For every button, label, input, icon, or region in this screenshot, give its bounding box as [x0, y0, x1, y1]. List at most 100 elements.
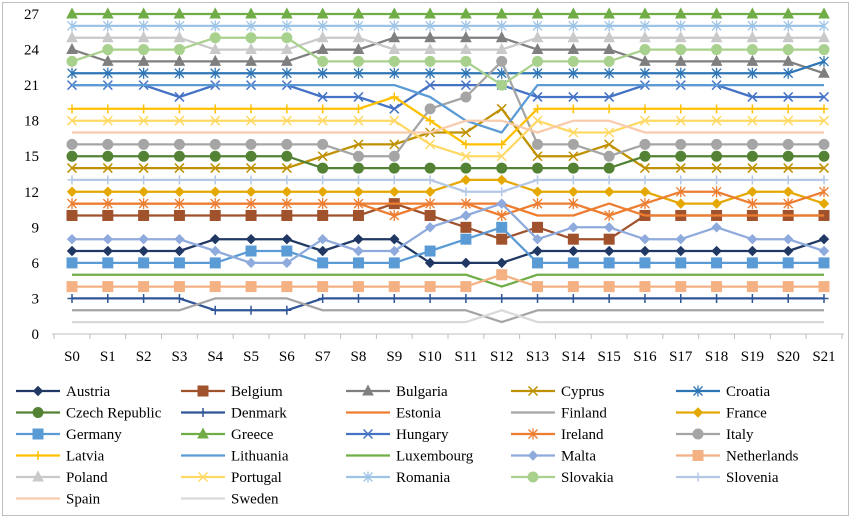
data-point-greece [388, 7, 401, 19]
series-layer [66, 7, 830, 324]
data-point-greece [746, 7, 759, 19]
legend-swatch-marker [32, 407, 44, 418]
data-point-greece [603, 7, 615, 19]
data-point-greece [460, 7, 472, 19]
data-point-italy [746, 138, 758, 150]
data-point-italy [138, 138, 150, 150]
data-point-romania [281, 20, 292, 32]
data-point-bulgaria [603, 42, 615, 55]
data-point-germany [209, 257, 221, 269]
data-point-slovenia [174, 175, 184, 185]
data-point-slovenia [425, 175, 435, 185]
data-point-poland [173, 31, 186, 43]
data-point-ireland [102, 198, 113, 210]
x-tick-label: S14 [562, 349, 586, 365]
data-point-hungary [460, 80, 471, 91]
data-point-poland [316, 31, 329, 43]
data-point-latvia [497, 139, 507, 149]
data-point-denmark [497, 293, 507, 303]
data-point-ireland [783, 198, 794, 210]
data-point-denmark [318, 293, 328, 303]
legend-swatch-marker [33, 451, 43, 460]
data-point-slovakia [711, 44, 723, 56]
data-point-poland [674, 31, 687, 43]
data-point-slovenia [747, 175, 757, 185]
data-point-greece [352, 7, 365, 19]
data-point-austria [460, 257, 472, 269]
legend-swatch-marker [198, 408, 208, 417]
data-point-poland [639, 31, 651, 43]
data-point-romania [102, 20, 113, 32]
series-italy [66, 55, 830, 162]
data-point-portugal [246, 115, 257, 126]
data-point-austria [317, 245, 328, 257]
series-denmark [67, 293, 829, 315]
data-point-germany [639, 257, 651, 269]
data-point-malta [747, 233, 758, 245]
data-point-netherlands [460, 281, 472, 293]
data-point-italy [317, 138, 329, 150]
data-point-denmark [246, 305, 256, 315]
data-point-germany [138, 257, 150, 269]
legend-swatch-marker [527, 450, 539, 461]
data-point-netherlands [281, 281, 293, 293]
legend-swatch-marker [527, 471, 539, 483]
legend-item-italy: Italy [676, 427, 754, 443]
data-point-slovakia [388, 55, 400, 67]
legend-swatch-marker [692, 407, 704, 418]
data-point-hungary [353, 91, 364, 102]
data-point-italy [388, 150, 400, 162]
data-point-bulgaria [209, 54, 222, 66]
data-point-poland [710, 31, 723, 43]
data-point-greece [710, 7, 723, 19]
data-point-slovenia [318, 175, 328, 185]
data-point-portugal [353, 115, 364, 126]
data-point-croatia [281, 67, 292, 79]
data-point-romania [210, 20, 221, 32]
data-point-malta [818, 245, 830, 257]
data-point-slovenia [604, 175, 614, 185]
y-tick-label: 9 [32, 220, 40, 236]
data-point-portugal [174, 115, 185, 126]
data-point-germany [173, 257, 185, 269]
data-point-poland [66, 31, 78, 43]
data-point-latvia [425, 116, 435, 126]
data-point-croatia [102, 67, 113, 79]
data-point-czech-republic [567, 162, 579, 174]
legend-swatch-marker [528, 428, 538, 440]
data-point-austria [353, 233, 364, 245]
legend-swatch-marker [197, 385, 209, 397]
legend-swatch-marker [197, 471, 209, 483]
data-point-romania [353, 20, 364, 32]
data-point-poland [209, 42, 222, 55]
data-point-france [281, 186, 293, 197]
data-point-ireland [460, 198, 471, 210]
legend-swatch-marker [32, 385, 44, 397]
data-point-latvia [461, 139, 471, 149]
data-point-cyprus [747, 163, 758, 174]
data-point-latvia [783, 104, 793, 114]
data-point-malta [711, 222, 722, 233]
data-point-austria [174, 245, 185, 257]
legend: Austria Belgium Bulgaria Cyprus Croatia Czech… [16, 384, 799, 508]
data-point-malta [424, 222, 436, 233]
data-point-slovakia [102, 44, 114, 56]
legend-label: France [726, 406, 767, 422]
y-tick-label: 18 [24, 114, 39, 130]
series-lithuania [72, 83, 824, 134]
data-point-denmark [568, 293, 578, 303]
data-point-netherlands [352, 281, 364, 293]
data-point-denmark [210, 305, 220, 315]
data-point-greece [531, 7, 544, 19]
data-point-denmark [353, 293, 363, 303]
data-point-france [317, 186, 328, 197]
data-point-belgium [352, 209, 364, 221]
data-point-slovenia [568, 175, 578, 185]
data-point-romania [711, 20, 722, 32]
data-point-cyprus [532, 151, 543, 162]
data-point-greece [173, 7, 186, 19]
data-point-belgium [460, 221, 472, 233]
data-point-slovenia [783, 175, 793, 185]
data-point-france [675, 198, 686, 209]
legend-label: Slovakia [561, 470, 614, 486]
